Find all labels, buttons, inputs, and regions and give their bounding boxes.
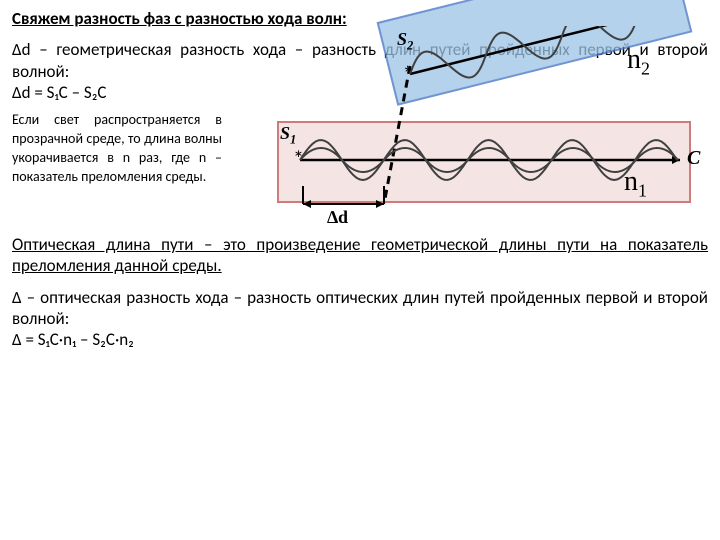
delta-d-formula: ∆d = S₁C – S₂C (12, 82, 106, 103)
wave-diagram: * * S1 S2 C ∆d n2 n1 (232, 26, 702, 226)
s1-star: * (293, 145, 304, 172)
mid-row: Если свет распространяется в прозрачной … (12, 111, 708, 226)
delta-d-label: ∆d (327, 206, 348, 229)
s1-label: S1 (280, 122, 296, 148)
refraction-note: Если свет распространяется в прозрачной … (12, 111, 222, 187)
dd-arrow-r (376, 200, 384, 208)
n1-label: n1 (624, 164, 647, 202)
optical-diff-def: ∆ – оптическая разность хода – разность … (12, 287, 708, 351)
s2-label: S2 (397, 28, 413, 54)
n2-label: n2 (627, 42, 650, 80)
optical-length-def: Оптическая длина пути – это произведение… (12, 234, 708, 277)
optical-diff-formula: ∆ = S₁C·n₁ – S₂C·n₂ (12, 329, 134, 350)
c-label: C (687, 146, 700, 171)
dd-arrow-l (303, 200, 311, 208)
optical-diff-text: ∆ – оптическая разность хода – разность … (12, 287, 708, 329)
